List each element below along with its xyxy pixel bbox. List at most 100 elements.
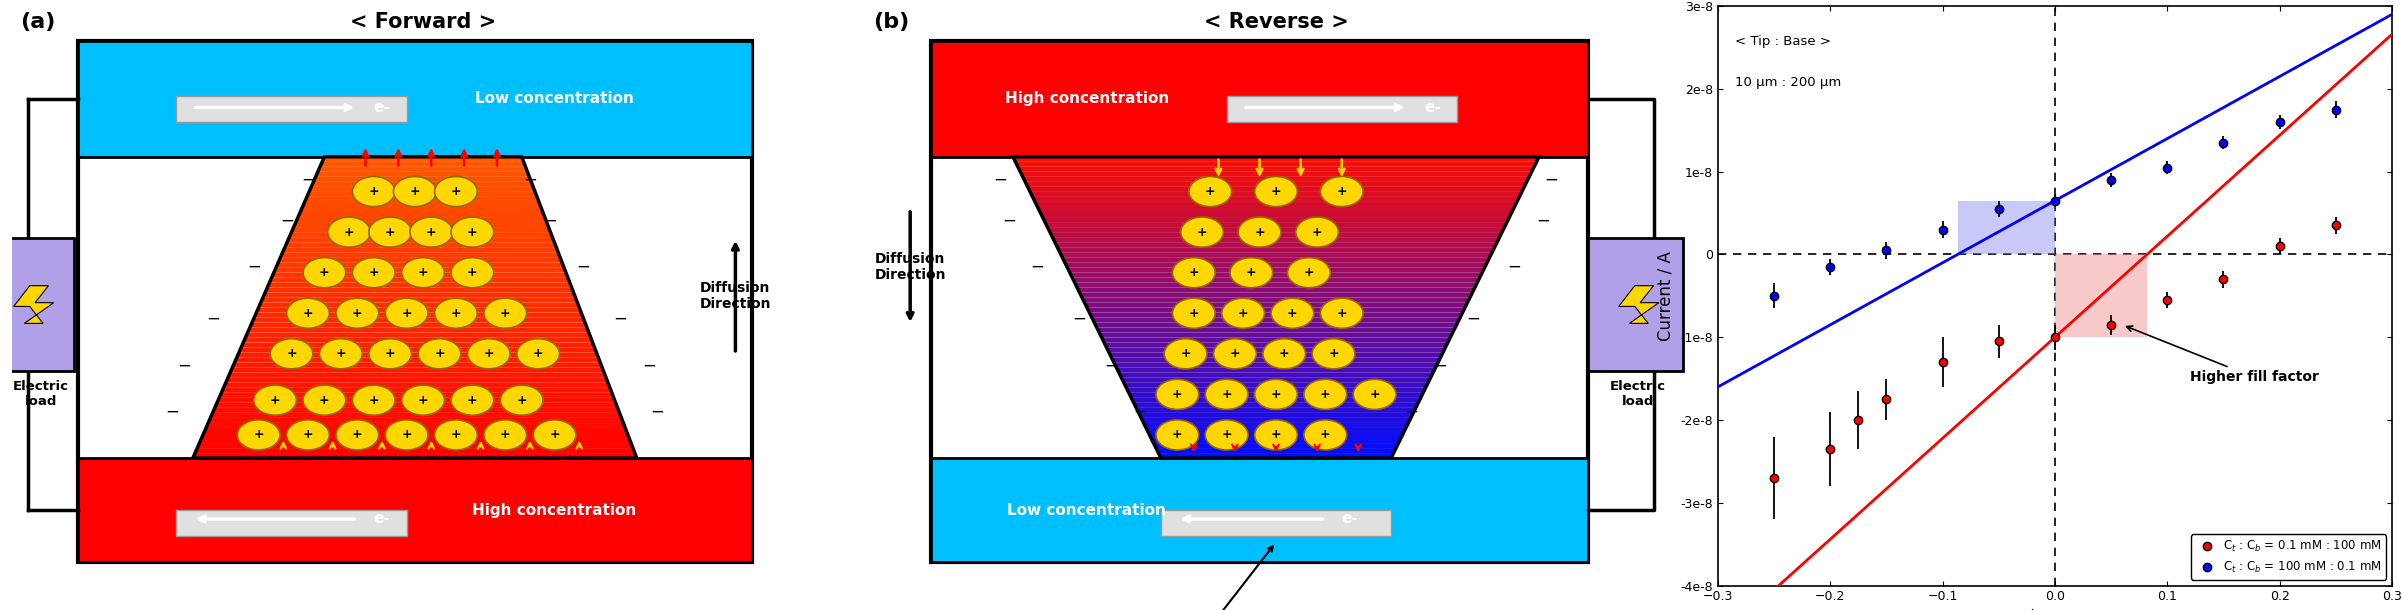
Legend: C$_t$ : C$_b$ = 0.1 mM : 100 mM, C$_t$ : C$_b$ = 100 mM : 0.1 mM: C$_t$ : C$_b$ = 0.1 mM : 100 mM, C$_t$ :… xyxy=(2190,534,2387,580)
Polygon shape xyxy=(1139,413,1414,418)
Text: 10 μm : 200 μm: 10 μm : 200 μm xyxy=(1736,76,1841,90)
Polygon shape xyxy=(1082,298,1469,303)
Text: +: + xyxy=(351,428,363,442)
Polygon shape xyxy=(228,373,606,378)
Circle shape xyxy=(303,257,346,288)
Polygon shape xyxy=(1132,398,1421,403)
Text: +: + xyxy=(1303,266,1315,279)
Text: Higher fill factor: Higher fill factor xyxy=(2128,326,2317,384)
Polygon shape xyxy=(286,237,555,242)
Text: −: − xyxy=(1466,310,1481,328)
Text: +: + xyxy=(385,347,397,361)
Polygon shape xyxy=(1053,237,1500,242)
Polygon shape xyxy=(1154,443,1399,448)
Polygon shape xyxy=(1130,393,1423,398)
Polygon shape xyxy=(1022,177,1529,182)
Bar xyxy=(77,41,752,157)
Polygon shape xyxy=(320,162,526,167)
Polygon shape xyxy=(1031,192,1522,197)
Circle shape xyxy=(1303,420,1346,450)
Text: −: − xyxy=(1536,212,1551,229)
Polygon shape xyxy=(293,222,548,227)
Polygon shape xyxy=(322,157,524,162)
Text: Ag/AgCl electrode: Ag/AgCl electrode xyxy=(1147,546,1274,610)
Polygon shape xyxy=(288,232,553,237)
Polygon shape xyxy=(1099,332,1452,337)
Polygon shape xyxy=(1046,222,1507,227)
Circle shape xyxy=(466,339,510,369)
Polygon shape xyxy=(269,278,570,282)
Text: +: + xyxy=(269,393,281,407)
Circle shape xyxy=(353,176,394,207)
Polygon shape xyxy=(1094,323,1457,328)
Polygon shape xyxy=(1091,317,1459,323)
Text: +: + xyxy=(303,428,313,442)
Polygon shape xyxy=(310,187,536,192)
Text: −: − xyxy=(524,171,536,189)
Circle shape xyxy=(1204,379,1248,409)
Text: +: + xyxy=(303,307,313,320)
Polygon shape xyxy=(200,438,630,443)
Text: < Tip : Base >: < Tip : Base > xyxy=(1736,35,1832,48)
Text: −: − xyxy=(642,356,656,375)
Circle shape xyxy=(353,385,394,415)
Polygon shape xyxy=(1014,162,1536,167)
Text: +: + xyxy=(351,307,363,320)
Text: +: + xyxy=(450,185,462,198)
Text: +: + xyxy=(1313,226,1322,239)
Text: +: + xyxy=(1272,428,1281,442)
Polygon shape xyxy=(1048,227,1505,232)
Text: +: + xyxy=(1197,226,1207,239)
Text: (b): (b) xyxy=(873,12,909,32)
Polygon shape xyxy=(197,443,632,448)
Text: −: − xyxy=(1072,310,1087,328)
Polygon shape xyxy=(204,428,627,433)
Polygon shape xyxy=(1060,252,1493,257)
Polygon shape xyxy=(262,292,575,298)
Polygon shape xyxy=(1147,428,1406,433)
Polygon shape xyxy=(1618,285,1659,323)
Polygon shape xyxy=(313,177,531,182)
Polygon shape xyxy=(1072,278,1481,282)
Polygon shape xyxy=(260,303,579,307)
Text: +: + xyxy=(500,307,510,320)
Text: +: + xyxy=(466,226,478,239)
Polygon shape xyxy=(281,252,560,257)
Polygon shape xyxy=(212,408,620,413)
Polygon shape xyxy=(279,257,563,262)
Bar xyxy=(930,41,1589,157)
Text: Electric
load: Electric load xyxy=(1611,380,1666,408)
Polygon shape xyxy=(195,448,635,453)
Text: +: + xyxy=(401,307,411,320)
Circle shape xyxy=(1262,339,1305,369)
Circle shape xyxy=(1320,176,1363,207)
Circle shape xyxy=(1173,298,1214,328)
Polygon shape xyxy=(308,192,536,197)
Circle shape xyxy=(1231,257,1272,288)
Polygon shape xyxy=(1103,343,1447,348)
Polygon shape xyxy=(1058,247,1495,252)
Polygon shape xyxy=(1137,408,1416,413)
Bar xyxy=(0,238,75,371)
Circle shape xyxy=(1214,339,1257,369)
Polygon shape xyxy=(284,247,558,252)
Text: +: + xyxy=(1279,347,1289,361)
Text: +: + xyxy=(1286,307,1298,320)
Circle shape xyxy=(1156,420,1200,450)
Polygon shape xyxy=(1087,307,1464,312)
Circle shape xyxy=(452,217,493,247)
Text: +: + xyxy=(320,266,329,279)
Text: +: + xyxy=(1173,428,1183,442)
Polygon shape xyxy=(1036,202,1517,207)
Circle shape xyxy=(483,420,526,450)
Polygon shape xyxy=(14,285,53,323)
Circle shape xyxy=(452,385,493,415)
Polygon shape xyxy=(1111,357,1440,363)
Text: +: + xyxy=(1255,226,1265,239)
Text: +: + xyxy=(1272,388,1281,401)
Circle shape xyxy=(418,339,462,369)
Text: +: + xyxy=(466,393,478,407)
Polygon shape xyxy=(250,323,587,328)
Polygon shape xyxy=(286,242,555,247)
Text: +: + xyxy=(320,393,329,407)
